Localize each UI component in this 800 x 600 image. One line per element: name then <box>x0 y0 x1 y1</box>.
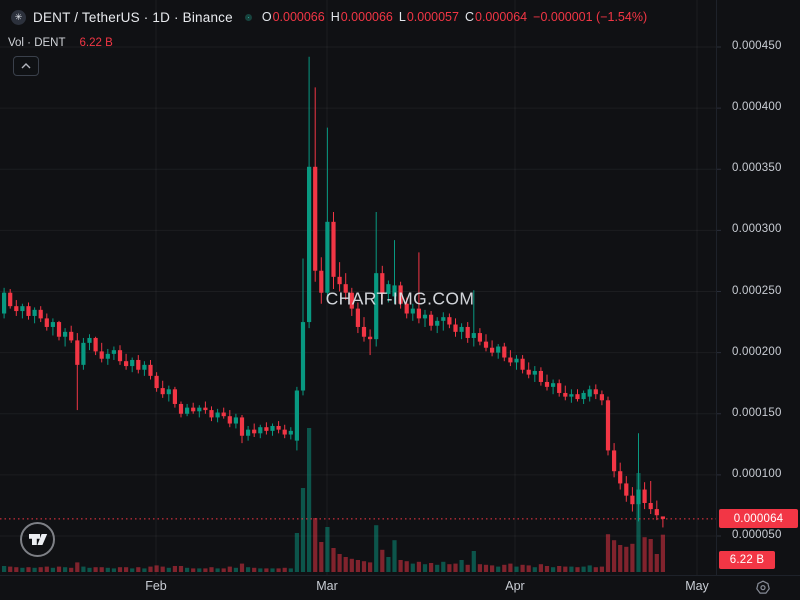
volume-label[interactable]: Vol · DENT <box>8 37 66 49</box>
volume-badge: 6.22 B <box>719 551 775 569</box>
time-tick-label[interactable]: May <box>685 579 709 593</box>
low-value: 0.000057 <box>406 10 459 24</box>
price-tick-label: 0.000150 <box>732 406 782 419</box>
price-tick-label: 0.000050 <box>732 529 782 541</box>
symbol-title[interactable]: DENT / TetherUS · 1D · Binance <box>33 9 233 25</box>
time-axis[interactable]: Feb Mar Apr May <box>0 576 800 600</box>
watermark: CHART-IMG.COM <box>325 288 475 309</box>
symbol-logo-icon: ✳ <box>11 9 26 25</box>
open-value: 0.000066 <box>272 10 325 24</box>
ohlc-values: O 0.000066 H 0.000066 L 0.000057 C 0.000064 … <box>262 10 647 24</box>
volume-legend: Vol · DENT 6.22 B <box>8 35 113 51</box>
price-tick-label: 0.000250 <box>732 284 782 297</box>
change-value: −0.000001 (−1.54%) <box>533 10 648 24</box>
price-tick-label: 0.000100 <box>732 467 782 480</box>
price-tick-label: 0.000350 <box>732 162 782 175</box>
chart-legend: ✳ DENT / TetherUS · 1D · Binance O 0.0000… <box>11 7 647 27</box>
axis-settings-button[interactable] <box>753 578 773 598</box>
high-value: 0.000066 <box>340 10 393 24</box>
last-price-badge: 0.000064 <box>719 509 798 529</box>
close-value: 0.000064 <box>475 10 528 24</box>
collapse-legend-button[interactable] <box>13 56 39 76</box>
open-label: O <box>261 10 272 24</box>
price-tick-label: 0.000400 <box>732 101 782 114</box>
close-label: C <box>464 10 474 24</box>
market-status-dot-icon[interactable] <box>244 13 252 21</box>
price-tick-label: 0.000200 <box>732 345 782 358</box>
price-tick-label: 0.000300 <box>732 223 782 236</box>
time-tick-label[interactable]: Mar <box>316 579 338 593</box>
tradingview-logo-icon <box>20 522 55 557</box>
time-tick-label[interactable]: Feb <box>145 579 167 593</box>
low-label: L <box>398 10 406 24</box>
price-tick-label: 0.000450 <box>732 40 782 52</box>
time-tick-label[interactable]: Apr <box>505 579 525 593</box>
price-axis[interactable]: 0.000064 6.22 B 0.000450 0.000400 0.000350… <box>717 0 800 575</box>
chevron-up-icon <box>21 63 31 69</box>
gear-icon <box>756 580 770 594</box>
volume-value: 6.22 B <box>79 37 113 49</box>
tradingview-logo[interactable] <box>19 521 56 558</box>
high-label: H <box>330 10 340 24</box>
